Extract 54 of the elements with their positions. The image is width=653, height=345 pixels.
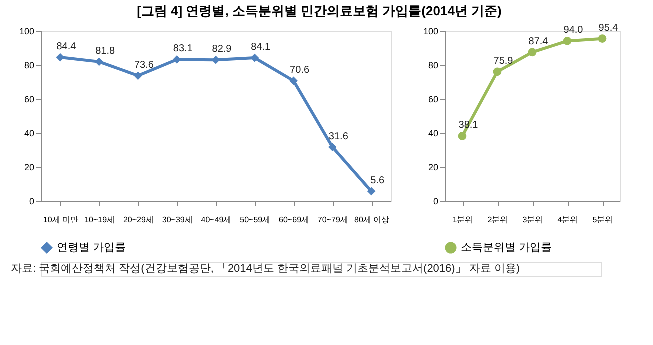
- point: [493, 68, 502, 76]
- y-tick-label: 40: [24, 128, 34, 138]
- data-label: 5.6: [370, 175, 385, 186]
- point: [290, 76, 298, 86]
- x-tick-label: 40~49세: [201, 216, 232, 224]
- data-label: 82.9: [212, 44, 232, 56]
- data-label: 81.8: [96, 46, 116, 57]
- x-tick-label: 60~69세: [279, 216, 310, 224]
- x-tick-label: 2분위: [488, 216, 508, 224]
- text: 94.0: [564, 25, 584, 36]
- x-tick-label: 4분위: [558, 216, 578, 224]
- y-tick-label: 100: [19, 26, 34, 36]
- data-label: 70.6: [290, 64, 310, 76]
- y-tick-label: 0: [29, 196, 34, 206]
- x-tick-label: 80세 이상: [354, 216, 390, 224]
- y-tick-label: 20: [24, 162, 34, 172]
- y-tick-label: 80: [24, 60, 34, 70]
- x-tick-label: 50~59세: [240, 216, 271, 224]
- y-tick-label: 20: [428, 162, 438, 172]
- text: 87.4: [528, 36, 548, 48]
- x-tick-label: 5분위: [592, 216, 614, 224]
- text: 95.4: [598, 22, 618, 34]
- point: [134, 72, 142, 80]
- point: [563, 37, 572, 46]
- y-tick-label: 100: [423, 26, 438, 36]
- y-tick-label: 60: [24, 94, 34, 104]
- y-tick-label: 40: [428, 128, 438, 138]
- point: [367, 187, 376, 196]
- y-tick-label: 80: [428, 60, 438, 70]
- legend-label: 소득분위별 가입률: [461, 242, 552, 254]
- point: [95, 58, 104, 66]
- point: [250, 54, 260, 62]
- x-tick-label: 3분위: [522, 216, 544, 224]
- text: 자료: 국회예산정책처 작성(건강보험공단, 「2014년도 한국의료패널 기초분석보고서(2016)」 자료 이용): [11, 263, 520, 275]
- x-tick-label: 1분위: [452, 216, 474, 224]
- y-tick-label: 0: [433, 196, 438, 206]
- legend-label: 연령별 가입률: [57, 242, 126, 254]
- point: [528, 48, 537, 57]
- data-label: 83.1: [173, 44, 194, 55]
- x-tick-label: 20~29세: [123, 216, 154, 224]
- chart-title: [그림 4] 연령별, 소득분위별 민간의료보험 가입률(2014년 기준): [137, 3, 502, 18]
- data-label: 31.6: [328, 131, 349, 142]
- data-label: 84.4: [56, 42, 77, 53]
- text: 75.9: [494, 56, 514, 67]
- point: [458, 132, 467, 140]
- y-tick-label: 60: [428, 94, 438, 104]
- data-label: 73.6: [134, 60, 154, 71]
- x-tick-label: 10세 미만: [43, 216, 79, 224]
- data-label: 84.1: [251, 42, 272, 54]
- point: [328, 143, 337, 152]
- point: [598, 34, 607, 43]
- x-tick-label: 30~39세: [162, 216, 193, 224]
- x-tick-label: 70~79세: [318, 216, 348, 224]
- x-tick-label: 10~19세: [84, 216, 116, 224]
